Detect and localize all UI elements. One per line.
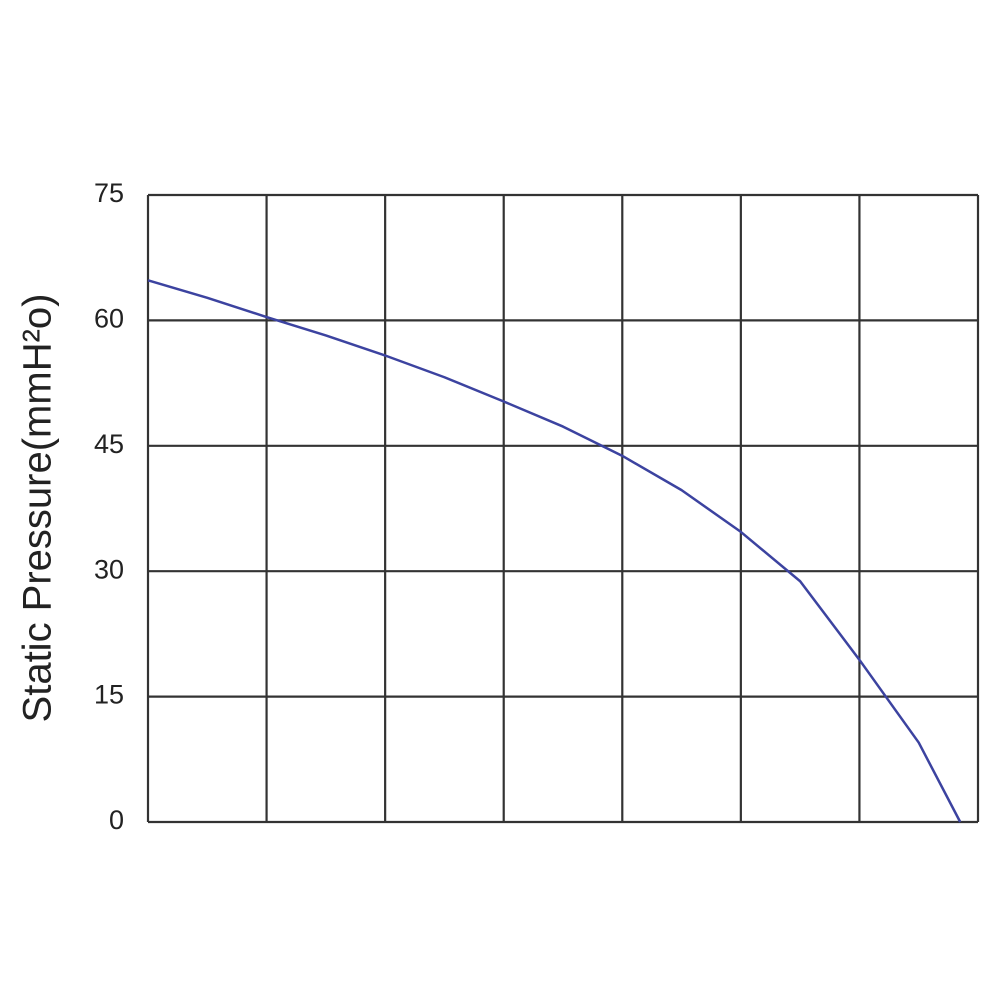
y-tick-label: 30	[94, 554, 124, 584]
y-tick-label: 45	[94, 429, 124, 459]
curve	[147, 279, 962, 823]
y-tick-label: 75	[94, 178, 124, 208]
y-tick-label: 15	[94, 680, 124, 710]
y-axis-label: Static Pressure(mmH²o)	[16, 294, 60, 723]
y-tick-label: 0	[109, 805, 124, 835]
y-tick-label: 60	[94, 304, 124, 334]
